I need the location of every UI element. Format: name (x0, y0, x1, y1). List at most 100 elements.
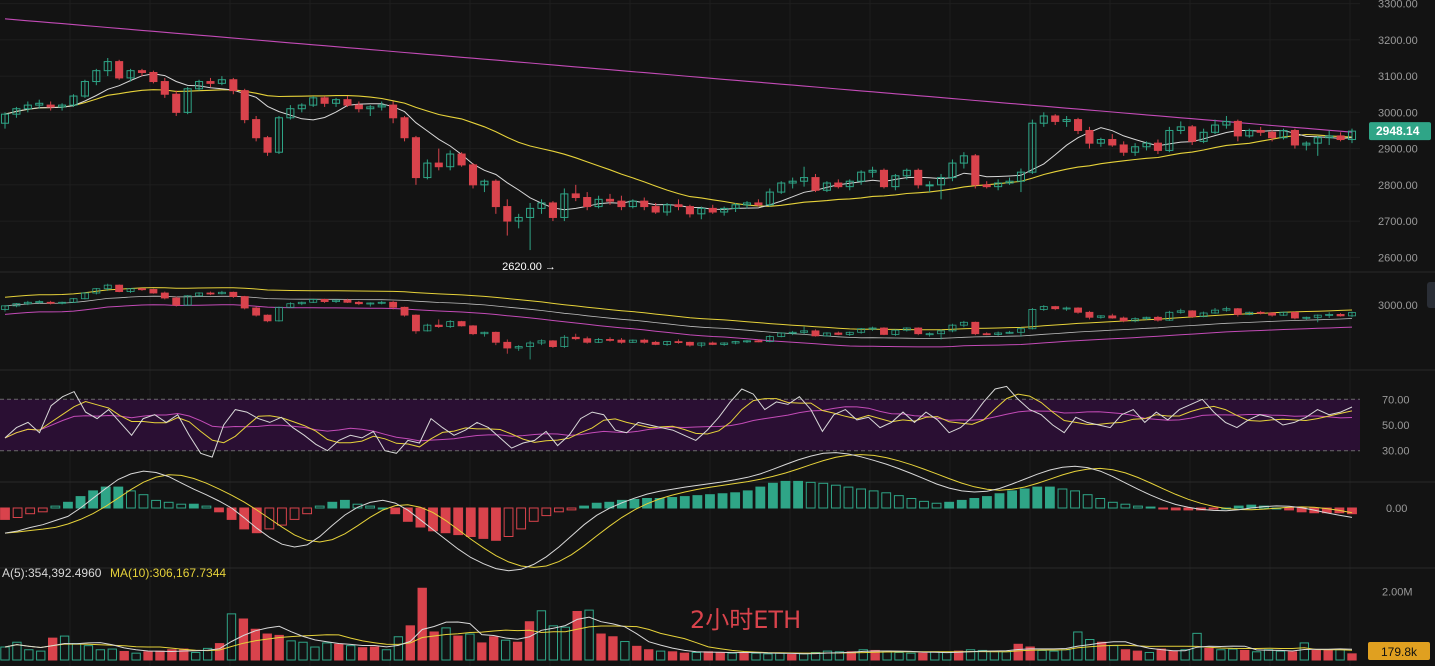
candle-body (366, 106, 375, 110)
volume-bar (834, 651, 845, 661)
volume-bar (632, 645, 642, 661)
rsi-tick-label: 70.00 (1382, 394, 1410, 406)
volume-ma10-line (4, 625, 1353, 654)
macd-bar (931, 502, 942, 509)
candle-body (617, 200, 626, 208)
volume-bar (83, 645, 94, 661)
macd-bar (1070, 490, 1080, 509)
overview-candle (1348, 312, 1356, 317)
volume-bar (679, 652, 690, 661)
volume-bar (870, 649, 880, 661)
candle-body (800, 177, 809, 182)
side-scroll-handle[interactable] (1427, 282, 1435, 308)
volume-bar (381, 649, 392, 661)
rsi-tick-label: 50.00 (1382, 420, 1410, 432)
macd-bar (1120, 503, 1131, 509)
overview-candle (46, 301, 55, 304)
overview-candle (469, 325, 477, 335)
volume-bar (1168, 650, 1178, 661)
macd-bar (151, 499, 161, 509)
overview-candle (880, 327, 888, 335)
price-tick-label: 3200.00 (1378, 35, 1418, 47)
candle-body (560, 193, 569, 218)
overview-candle (217, 291, 226, 295)
overview-candle (1313, 314, 1322, 318)
overview-candle (1085, 311, 1094, 318)
volume-bar (1144, 651, 1155, 661)
volume-bar (667, 651, 678, 661)
volume-bar (655, 650, 666, 661)
macd-bar (491, 507, 501, 541)
volume-bar (286, 640, 296, 661)
candle-body (480, 180, 489, 186)
overview-candle (1051, 306, 1060, 310)
macd-signal-line (4, 454, 1353, 568)
overview-tick-label: 3000.00 (1378, 300, 1418, 312)
overview-candle (571, 336, 580, 340)
volume-bar (703, 651, 713, 661)
candle-body (891, 175, 900, 188)
candle-body (1313, 137, 1322, 144)
volume-bar (1120, 649, 1131, 661)
macd-bar (314, 505, 325, 509)
overview-candle (617, 339, 626, 343)
candle-body (937, 177, 946, 186)
volume-bar (155, 650, 165, 661)
overview-candle (1154, 316, 1162, 321)
volume-bar (393, 636, 404, 661)
volume-bar (429, 631, 439, 661)
overview-candle (172, 297, 181, 306)
macd-bar (390, 507, 401, 515)
macd-bar (50, 505, 61, 509)
candle-body (834, 182, 843, 188)
volume-bar (1156, 648, 1166, 661)
volume-bar (548, 625, 559, 661)
candle-body (1279, 129, 1288, 139)
macd-bar (1032, 486, 1043, 509)
macd-bar (25, 507, 36, 515)
overview-candle (309, 299, 318, 303)
overview-candle (537, 340, 546, 344)
macd-bar (717, 493, 728, 509)
volume-bar (441, 627, 451, 661)
macd-bar (264, 507, 275, 530)
macd-bar (37, 507, 48, 513)
volume-bar (691, 651, 702, 661)
overview-candle (628, 339, 637, 343)
macd-bar (214, 507, 224, 513)
candle-body (12, 108, 21, 115)
overview-candle (640, 339, 649, 343)
volume-bar (751, 652, 761, 661)
volume-bar (0, 646, 10, 661)
candle-body (948, 162, 957, 179)
macd-bar (856, 488, 866, 509)
volume-bar (763, 653, 773, 661)
overview-candle (92, 288, 101, 294)
volume-bar (1228, 648, 1238, 661)
overview-candle (320, 299, 329, 302)
volume-bar (1275, 650, 1286, 661)
volume-bar (369, 646, 380, 661)
candle-body (252, 119, 261, 139)
overview-candle (1005, 331, 1014, 334)
overview-candle (697, 342, 706, 346)
candle-body (663, 204, 672, 213)
volume-bar (453, 635, 463, 661)
volume-bar (715, 651, 725, 661)
volume-bar (584, 609, 594, 661)
overview-candle (400, 306, 409, 316)
candle-body (434, 162, 443, 168)
macd-bar (1347, 507, 1357, 515)
price-tick-label: 2700.00 (1378, 216, 1418, 228)
overview-candle (1096, 315, 1105, 318)
candle-body (708, 207, 717, 213)
overview-candle (526, 342, 535, 347)
overview-candle (1017, 328, 1025, 333)
candle-body (263, 137, 272, 153)
candle-body (137, 70, 147, 73)
overview-candle (1245, 311, 1254, 315)
volume-bar (250, 628, 260, 661)
candle-body (400, 117, 409, 139)
overview-candle (332, 299, 340, 302)
